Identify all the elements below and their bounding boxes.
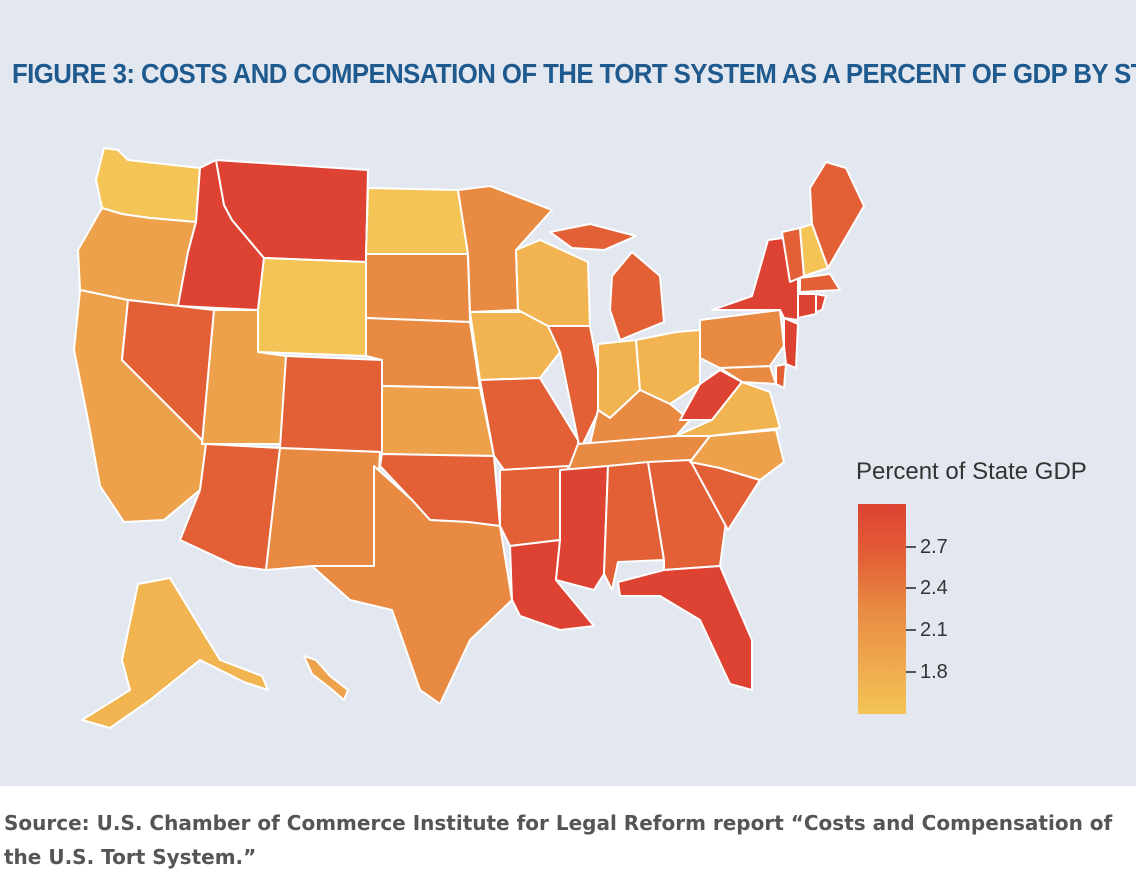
state-virginia <box>675 381 781 437</box>
state-rhode-island <box>815 293 827 313</box>
state-new-jersey <box>783 317 799 369</box>
legend-label-2: 2.1 <box>920 619 948 641</box>
state-oregon <box>77 207 197 307</box>
figure-panel: FIGURE 3: COSTS AND COMPENSATION OF THE … <box>0 0 1136 786</box>
legend-label-3: 1.8 <box>920 661 948 683</box>
state-arkansas <box>499 465 569 547</box>
state-maine <box>809 161 865 269</box>
us-state-map <box>73 147 865 729</box>
legend-label-1: 2.4 <box>920 577 948 599</box>
state-alaska <box>81 577 269 729</box>
state-mississippi <box>555 465 609 591</box>
state-wisconsin <box>515 239 591 327</box>
state-pennsylvania <box>699 309 785 369</box>
state-wyoming <box>257 257 367 357</box>
state-missouri <box>479 377 579 471</box>
state-connecticut <box>797 293 817 319</box>
state-south-dakota <box>365 253 471 323</box>
legend-tick-2 <box>906 629 916 631</box>
source-caption: Source: U.S. Chamber of Commerce Institu… <box>4 811 1113 869</box>
state-michigan <box>609 251 665 341</box>
state-hawaii <box>303 655 349 701</box>
legend-tick-0 <box>906 546 916 548</box>
state-north-dakota <box>365 187 469 255</box>
state-illinois <box>547 325 605 451</box>
legend-title: Percent of State GDP <box>856 458 1087 485</box>
legend-tick-3 <box>906 671 916 673</box>
legend-color-scale <box>858 504 906 714</box>
state-colorado <box>279 355 383 453</box>
legend-label-0: 2.7 <box>920 536 948 558</box>
state-texas <box>311 465 513 705</box>
state-new-mexico <box>265 447 381 571</box>
state-michigan-upper <box>549 223 637 251</box>
figure-title: FIGURE 3: COSTS AND COMPENSATION OF THE … <box>12 58 1136 89</box>
state-florida <box>617 565 753 691</box>
state-massachusetts <box>799 273 841 293</box>
state-nebraska <box>365 317 481 389</box>
state-kansas <box>381 385 495 457</box>
state-delaware <box>775 363 787 389</box>
legend-tick-1 <box>906 587 916 589</box>
